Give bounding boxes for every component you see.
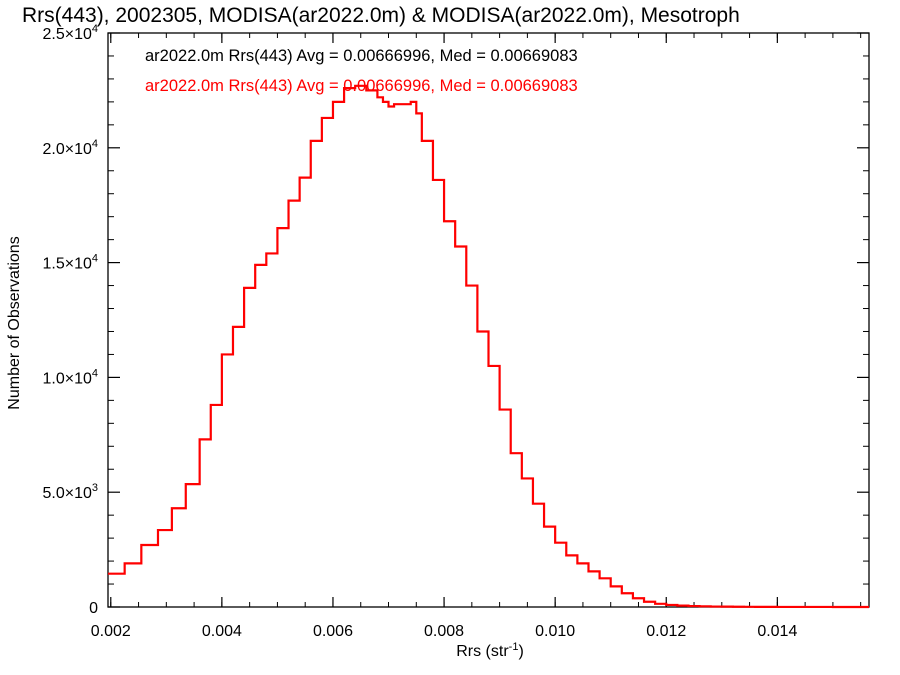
plot-frame [107,32,870,608]
y-tick-label: 5.0×103 [42,482,98,502]
y-tick-label: 1.0×104 [42,367,98,387]
axes-group: 0.002 0.004 0.006 0.008 0.010 0.012 0.014 0 5.0×… [42,23,870,640]
legend-entry-black: ar2022.0m Rrs(443) Avg = 0.00666996, Med… [145,47,578,65]
x-axis-label: Rrs (str-1) [456,641,524,660]
x-tick-label: 0.014 [757,623,797,640]
chart-title: Rrs(443), 2002305, MODISA(ar2022.0m) & M… [22,4,740,27]
y-tick-label: 2.0×104 [42,138,98,158]
y-tick-label: 1.5×104 [42,253,98,273]
x-tick-label: 0.002 [91,623,131,640]
x-tick-label: 0.010 [535,623,575,640]
histogram-series-0 [108,84,869,609]
x-tick-label: 0.006 [313,623,353,640]
x-axis-label-exponent: -1 [509,641,519,653]
y-tick-label: 0 [89,600,98,617]
x-tick-label: 0.012 [646,623,686,640]
y-tick-label: 2.5×104 [42,23,98,43]
y-axis-label: Number of Observations [6,236,23,409]
x-tick-label: 0.004 [202,623,242,640]
x-tick-label: 0.008 [424,623,464,640]
data-layer [108,84,869,609]
